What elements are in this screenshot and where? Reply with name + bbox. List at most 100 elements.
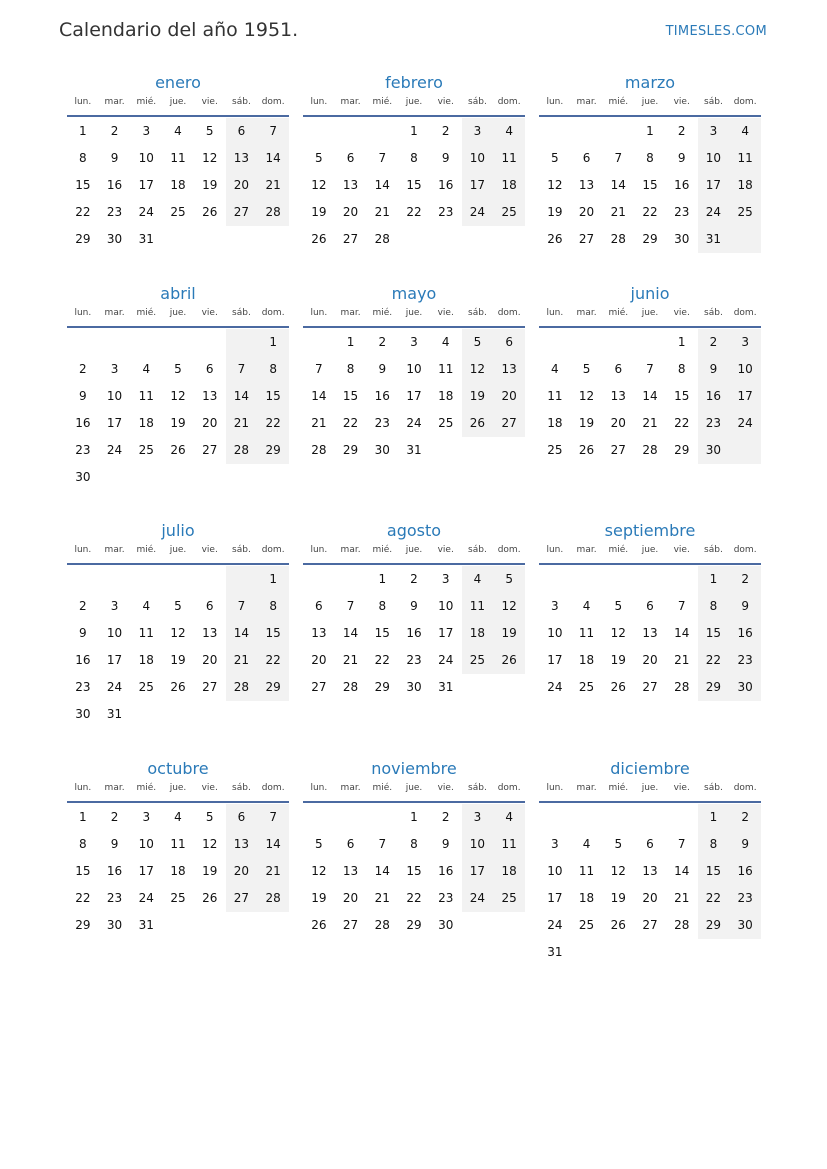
day-cell: 6 [225,804,258,831]
day-cell: 16 [106,178,123,192]
day-cell: 24 [406,416,422,430]
empty-cell [303,329,335,356]
day-cell: 12 [610,864,626,878]
empty-cell [303,804,335,831]
day-cell: 10 [406,362,422,376]
day-cell: 2 [79,599,87,613]
day-cell: 12 [202,151,218,165]
day-cell: 27 [642,918,658,932]
day-cell: 8 [697,831,730,858]
day-cell: 5 [315,837,323,851]
day-cell: 7 [378,151,387,165]
day-cell: 28 [610,232,626,246]
day-cell: 14 [642,389,658,403]
weekday-label: mié. [608,783,629,793]
weekday-header: lun. mar. mié. jue. vie. sáb. dom. [303,782,525,803]
day-cell: 21 [342,653,359,667]
day-cell: 17 [106,416,123,430]
day-cell: 17 [461,858,494,885]
month-noviembre: noviembre lun. mar. mié. jue. vie. sáb. dom. 1 2 3… [303,756,525,939]
day-cell: 30 [75,707,91,721]
day-cell: 11 [729,145,761,172]
day-cell: 12 [311,178,327,192]
day-cell: 11 [493,831,525,858]
day-cell: 17 [438,626,454,640]
brand-link[interactable]: TIMESLES.COM [665,24,767,39]
empty-cell [366,804,398,831]
weekday-label: jue. [641,97,659,107]
day-cell: 5 [551,151,559,165]
day-cell: 19 [610,653,626,667]
day-cell: 8 [257,593,289,620]
day-cell: 6 [493,329,525,356]
day-cell: 23 [697,410,730,437]
day-cell: 15 [674,389,690,403]
day-cell: 17 [106,653,123,667]
day-cell: 5 [614,599,623,613]
day-cell: 22 [374,653,390,667]
day-cell: 21 [674,653,690,667]
day-cell: 28 [374,232,390,246]
day-cell: 13 [610,389,626,403]
day-cell: 14 [674,864,690,878]
weekday-header: lun. mar. mié. jue. vie. sáb. dom. [67,782,289,803]
day-cell: 20 [202,416,218,430]
day-cell: 1 [378,572,387,586]
day-cell: 19 [170,653,186,667]
day-cell: 2 [729,566,761,593]
empty-cell [194,329,226,356]
weekday-label: mar. [576,97,597,107]
day-cell: 20 [610,416,626,430]
weekday-label: vie. [201,97,218,107]
day-cell: 11 [578,626,595,640]
day-cell: 5 [174,362,182,376]
empty-cell [162,566,194,593]
day-cell: 12 [493,593,525,620]
day-cell: 13 [225,145,258,172]
day-cell: 31 [138,232,154,246]
day-cell: 19 [547,205,563,219]
day-cell: 26 [461,410,494,437]
day-cell: 14 [257,145,289,172]
day-cell: 21 [374,891,390,905]
day-cell: 7 [225,356,258,383]
day-cell: 12 [202,837,218,851]
day-grid: 1 2 3 4 5 6 7 8 9 10 11 12 13 14 15 16 17 18 19 20 21 22 23 24 2… [67,804,289,939]
day-grid: 1 2 3 4 5 6 7 8 9 10 11 12 13 14 15 16 17 18 19 20 21 22 23 24 2… [67,329,289,491]
day-cell: 24 [461,885,494,912]
day-cell: 23 [406,653,422,667]
weekday-label: vie. [201,783,218,793]
weekday-label: vie. [201,545,218,555]
day-cell: 26 [202,891,218,905]
day-cell: 3 [729,329,761,356]
day-cell: 6 [346,151,355,165]
day-cell: 3 [142,810,151,824]
day-cell: 9 [677,151,686,165]
empty-cell [634,804,666,831]
empty-cell [130,566,162,593]
weekday-label: vie. [673,783,690,793]
day-cell: 25 [438,416,454,430]
day-cell: 7 [378,837,387,851]
day-cell: 29 [257,437,289,464]
day-cell: 6 [582,151,591,165]
day-cell: 18 [578,891,595,905]
weekday-label: jue. [405,308,423,318]
day-cell: 16 [406,626,422,640]
day-cell: 6 [315,599,323,613]
empty-cell [67,566,99,593]
day-cell: 22 [257,647,289,674]
day-cell: 1 [79,124,87,138]
day-grid: 1 2 3 4 5 6 7 8 9 10 11 12 13 14 15 16 17 18 19 20 21 22 23 24 2… [539,566,761,701]
day-cell: 25 [138,680,154,694]
day-cell: 7 [677,837,686,851]
day-cell: 11 [461,593,494,620]
empty-cell [194,566,226,593]
day-cell: 28 [257,199,289,226]
day-cell: 10 [106,626,123,640]
day-cell: 4 [142,362,151,376]
day-cell: 8 [79,837,87,851]
day-cell: 2 [441,124,450,138]
day-cell: 8 [378,599,387,613]
day-cell: 20 [578,205,595,219]
